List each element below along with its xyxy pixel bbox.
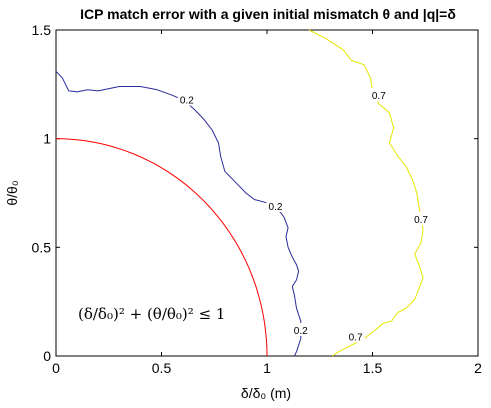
y-tick-label: 0.5	[32, 239, 52, 255]
contour-label-0.2: 0.2	[294, 326, 308, 337]
contour-label-0.7: 0.7	[349, 332, 363, 343]
contour-label-0.2: 0.2	[180, 96, 194, 107]
contour-label-bg	[266, 199, 285, 213]
y-tick-label: 1.5	[32, 22, 52, 38]
plot-frame	[55, 29, 479, 357]
contour-label-0.7: 0.7	[414, 215, 428, 226]
contour-label-bg	[412, 212, 431, 226]
unit-circle-annotation: (δ/δ₀)² + (θ/θ₀)² ≤ 1	[78, 305, 225, 323]
contour-label-0.7: 0.7	[372, 91, 386, 102]
x-tick-label: 0.5	[152, 360, 172, 376]
x-tick-label: 1.5	[363, 360, 383, 376]
contour-label-bg	[346, 329, 365, 343]
x-axis-label: δ/δ₀ (m)	[241, 385, 291, 401]
contour-line-0.2	[55, 70, 302, 357]
y-axis-label: θ/θ₀	[4, 180, 20, 205]
x-tick-label: 0	[52, 360, 60, 376]
contour-label-bg	[369, 88, 388, 102]
axis-ticks: 0 0.5 1 1.5 2 0 0.5 1 1.5	[32, 22, 483, 376]
unit-circle-boundary	[55, 138, 268, 357]
contour-labels: 0.2 0.2 0.2 0.7 0.7 0.7	[177, 88, 431, 343]
y-tick-label: 1	[43, 131, 51, 147]
chart-title: ICP match error with a given initial mis…	[80, 6, 456, 22]
y-tick-label: 0	[43, 348, 51, 364]
contour-label-bg	[177, 92, 196, 106]
contour-label-0.2: 0.2	[268, 202, 282, 213]
x-tick-label: 1	[263, 360, 271, 376]
x-tick-label: 2	[474, 360, 482, 376]
contour-label-bg	[291, 322, 310, 336]
